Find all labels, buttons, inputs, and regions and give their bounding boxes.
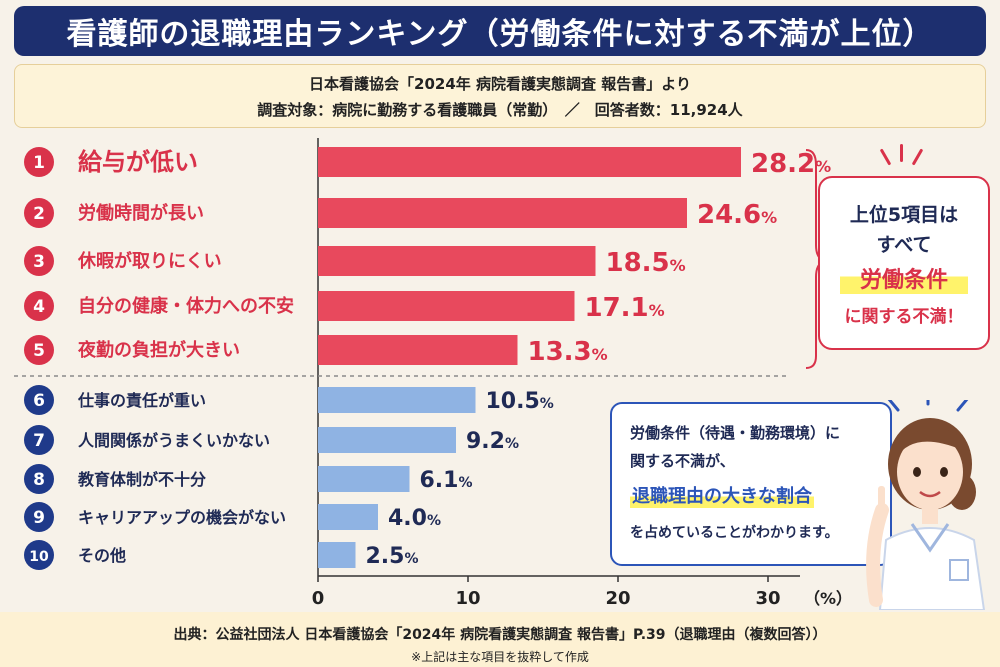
value-label: 18.5% xyxy=(606,248,686,278)
category-label: その他 xyxy=(78,546,126,565)
category-label: 自分の健康・体力への不安 xyxy=(78,295,294,317)
bar xyxy=(318,542,356,568)
x-tick-label: 10 xyxy=(455,588,480,609)
category-label: 夜勤の負担が大きい xyxy=(77,339,240,361)
value-label: 9.2% xyxy=(466,429,519,454)
bar xyxy=(318,504,378,530)
bubble-line: 関する不満が、 xyxy=(630,452,735,470)
rank-badge xyxy=(24,291,54,321)
bar xyxy=(318,335,518,365)
bar xyxy=(318,466,410,492)
rank-badge xyxy=(24,246,54,276)
category-label: 休暇が取りにくい xyxy=(77,250,222,272)
survey-target-line: 調査対象：病院に勤務する看護職員（常勤） ／ 回答者数：11,924人 xyxy=(257,101,743,119)
bar xyxy=(318,147,741,177)
value-label: 6.1% xyxy=(420,468,473,493)
category-label: 労働時間が長い xyxy=(78,202,204,224)
category-label: キャリアアップの機会がない xyxy=(78,508,286,527)
rank-number: 4 xyxy=(33,297,45,317)
footer-note: ※上記は主な項目を抜粋して作成 xyxy=(411,650,589,664)
survey-info-box: 日本看護協会「2024年 病院看護実態調査 報告書」より 調査対象：病院に勤務す… xyxy=(14,64,986,128)
value-label: 13.3% xyxy=(528,337,608,367)
category-label: 人間関係がうまくいかない xyxy=(78,431,270,450)
rank-badge xyxy=(24,147,54,177)
value-unit: % xyxy=(670,256,686,275)
x-tick-label: 30 xyxy=(755,588,780,609)
nurse-illustration xyxy=(866,400,986,610)
nurse-speech-bubble: 労働条件（待遇・勤務環境）に 関する不満が、 退職理由の大きな割合 を占めている… xyxy=(610,402,892,566)
rank-number: 3 xyxy=(33,252,45,272)
bubble-highlight: 退職理由の大きな割合 xyxy=(630,482,814,508)
value-label: 24.6% xyxy=(697,200,777,230)
category-label: 仕事の責任が重い xyxy=(77,391,206,410)
rank-badge xyxy=(24,385,54,415)
callout-highlight: 労働条件 xyxy=(840,262,968,294)
exclaim-mark-icon xyxy=(900,144,903,162)
value-unit: % xyxy=(815,157,831,176)
bubble-line: 労働条件（待遇・勤務環境）に xyxy=(630,424,841,442)
title-bar: 看護師の退職理由ランキング（労働条件に対する不満が上位） xyxy=(14,6,986,56)
footer-source: 出典：公益社団法人 日本看護協会「2024年 病院看護実態調査 報告書」P.39… xyxy=(173,627,827,643)
category-label: 教育体制が不十分 xyxy=(78,470,206,489)
category-label: 給与が低い xyxy=(78,148,198,176)
rank-number: 7 xyxy=(33,431,45,451)
bar xyxy=(318,427,456,453)
callout-line: 上位5項目は xyxy=(849,204,959,226)
value-unit: % xyxy=(404,551,418,567)
value-label: 10.5% xyxy=(486,389,554,414)
rank-number: 10 xyxy=(29,549,49,565)
value-label: 4.0% xyxy=(388,506,441,531)
callout-line: に関する不満！ xyxy=(844,307,964,327)
rank-number: 2 xyxy=(33,204,45,224)
bar xyxy=(318,198,687,228)
rank-badge xyxy=(24,464,54,494)
value-label: 17.1% xyxy=(585,293,665,323)
rank-number: 6 xyxy=(33,391,45,411)
survey-source-line: 日本看護協会「2024年 病院看護実態調査 報告書」より xyxy=(309,75,691,93)
rank-badge xyxy=(24,198,54,228)
value-unit: % xyxy=(427,513,441,529)
rank-number: 8 xyxy=(33,470,45,490)
rank-badge xyxy=(24,502,54,532)
rank-badge xyxy=(24,425,54,455)
value-unit: % xyxy=(540,396,554,412)
rank-number: 9 xyxy=(33,508,45,528)
x-axis-unit-label: （%） xyxy=(804,589,852,608)
rank-badge xyxy=(24,335,54,365)
page-title: 看護師の退職理由ランキング（労働条件に対する不満が上位） xyxy=(66,17,934,52)
x-tick-label: 0 xyxy=(312,588,325,609)
value-unit: % xyxy=(649,301,665,320)
value-label: 2.5% xyxy=(366,544,419,569)
bubble-line: を占めていることがわかります。 xyxy=(630,525,839,541)
value-unit: % xyxy=(458,475,472,491)
rank-number: 5 xyxy=(33,341,45,361)
value-label: 28.2% xyxy=(751,149,831,179)
value-unit: % xyxy=(592,345,608,364)
value-unit: % xyxy=(761,208,777,227)
footer: 出典：公益社団法人 日本看護協会「2024年 病院看護実態調査 報告書」P.39… xyxy=(0,612,1000,667)
value-unit: % xyxy=(505,436,519,452)
x-tick-label: 20 xyxy=(605,588,630,609)
rank-number: 1 xyxy=(33,153,45,173)
rank-badge xyxy=(24,540,54,570)
bar xyxy=(318,291,575,321)
callout-line: すべて xyxy=(876,234,932,256)
bar xyxy=(318,246,596,276)
bar xyxy=(318,387,476,413)
top5-callout: 上位5項目は すべて 労働条件 に関する不満！ xyxy=(818,176,990,350)
